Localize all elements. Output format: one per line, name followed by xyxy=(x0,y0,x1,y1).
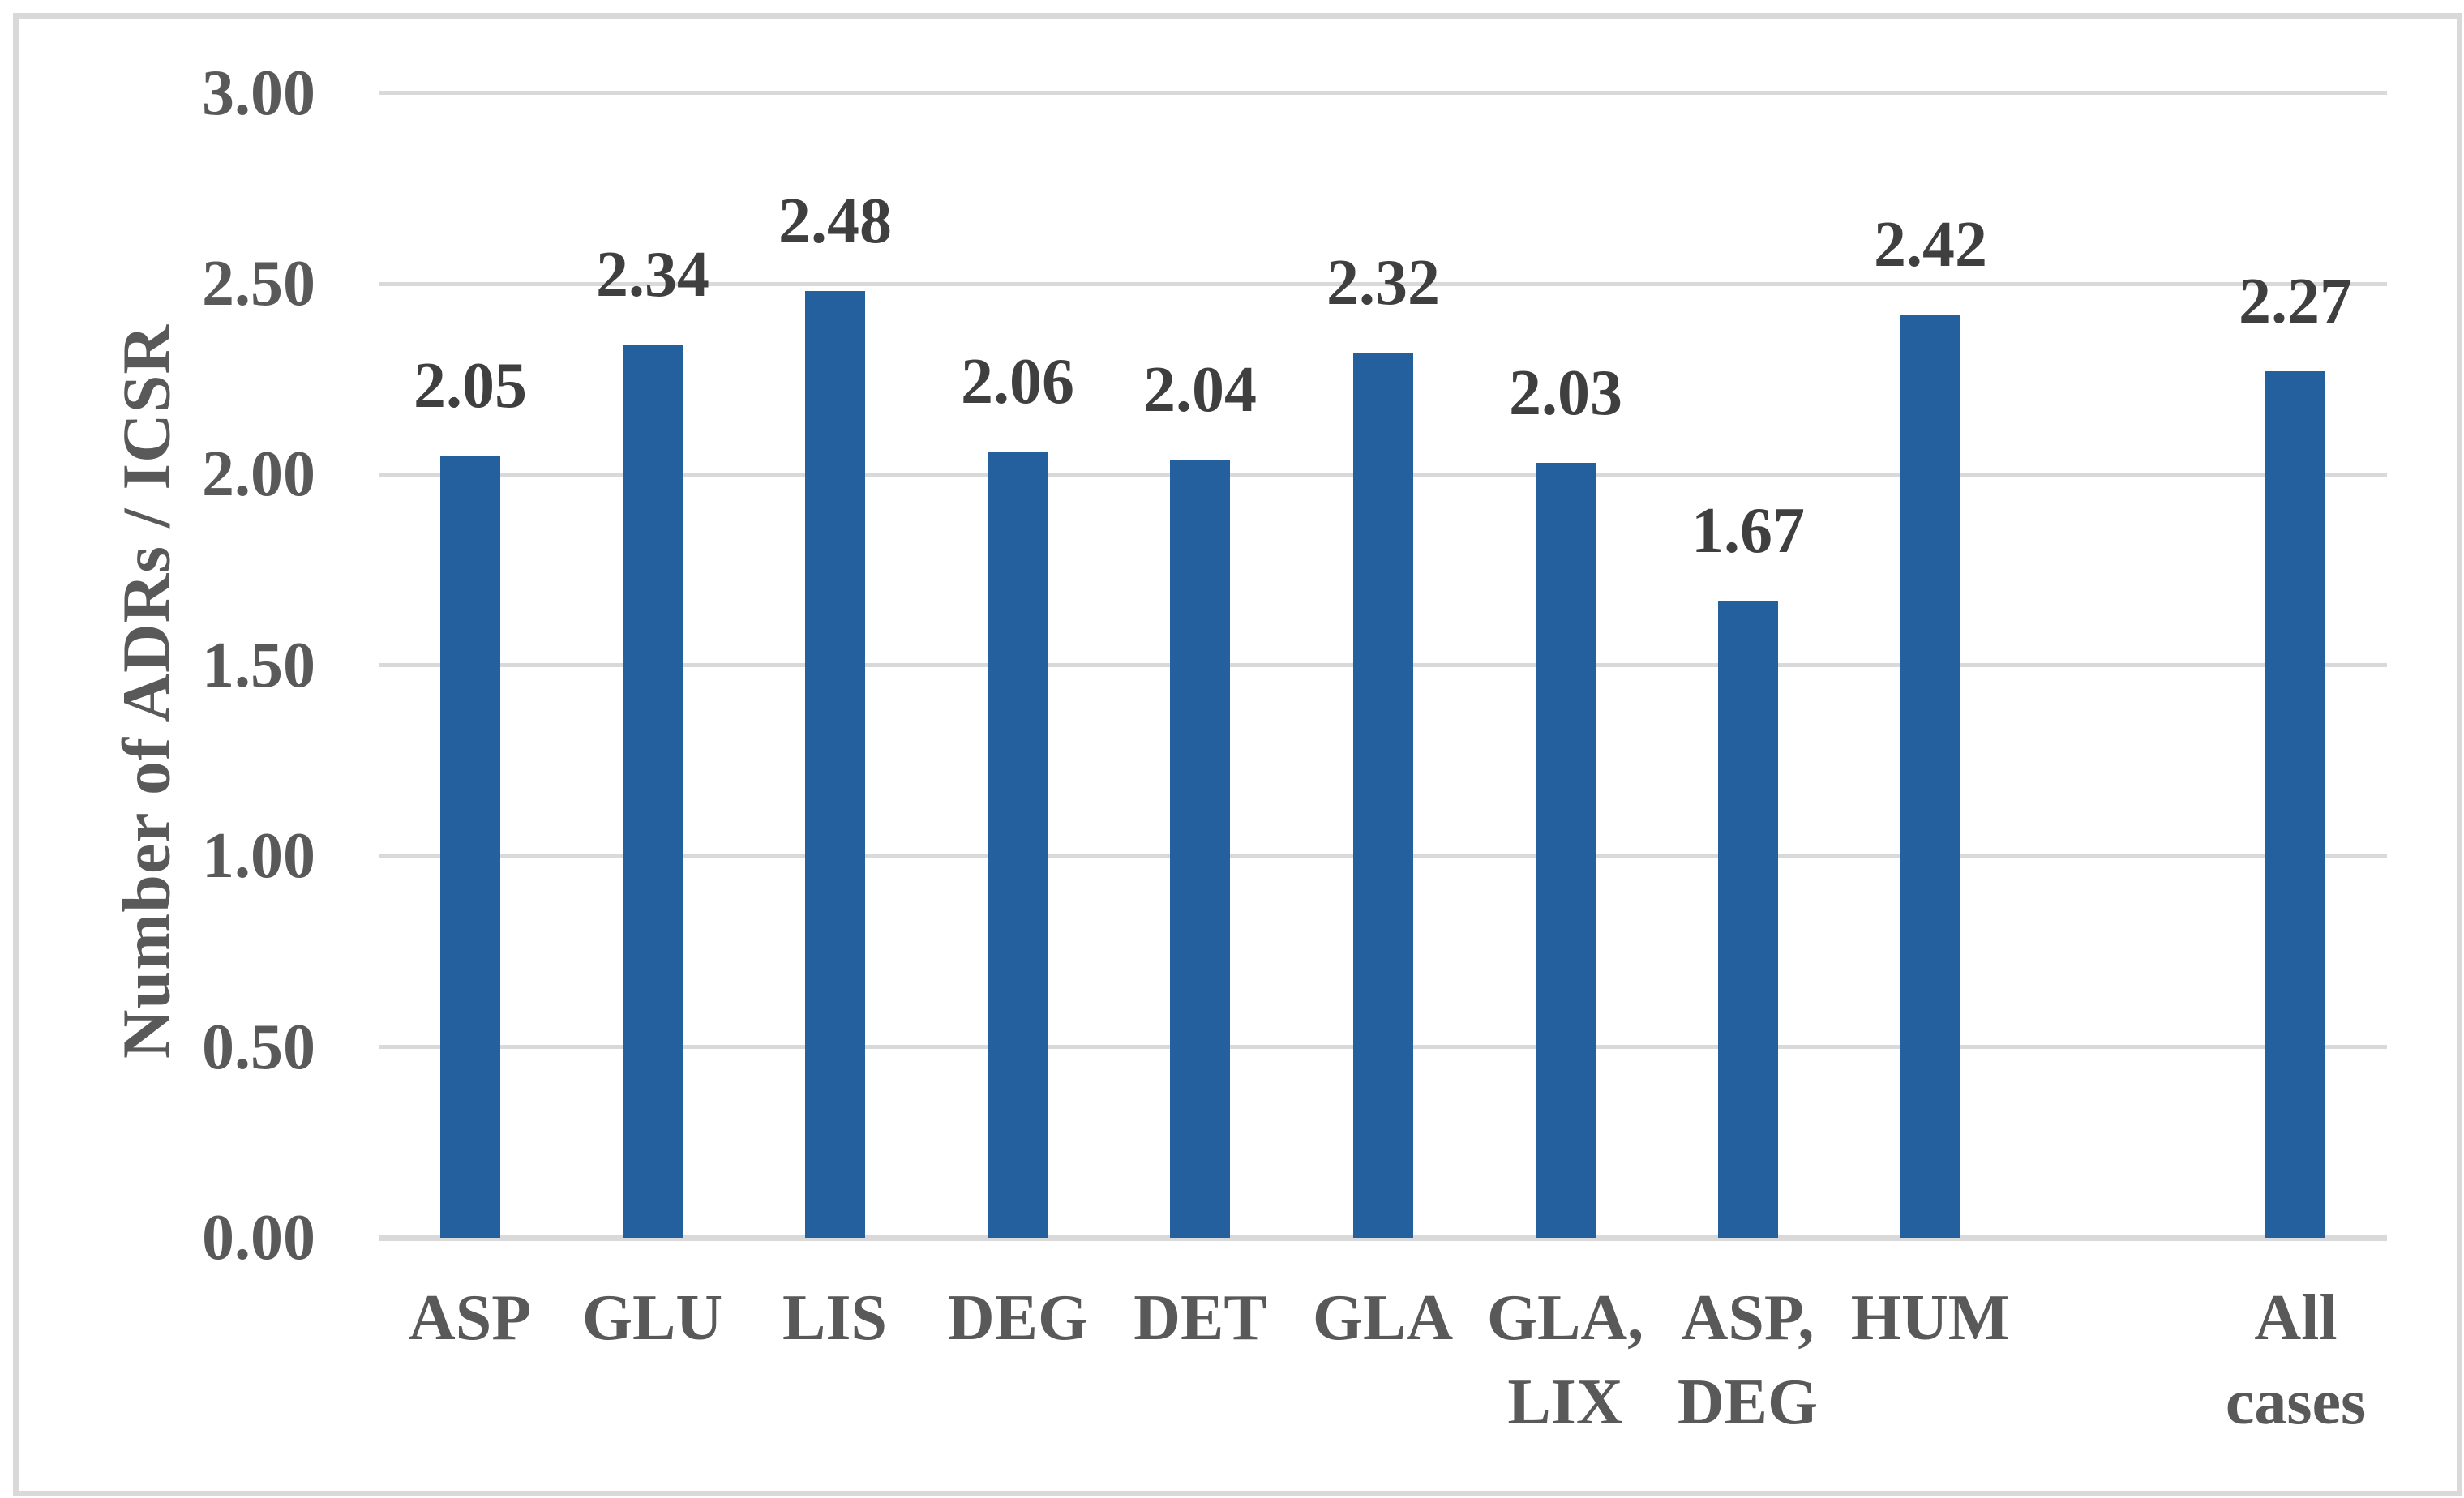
x-axis-category-label: All cases xyxy=(2225,1282,2367,1438)
bar xyxy=(1900,315,1960,1238)
x-axis-category-label: ASP, DEG xyxy=(1677,1282,1819,1438)
bar xyxy=(805,291,865,1238)
bar-data-label: 2.27 xyxy=(2239,266,2352,337)
x-axis-category-label: LIS xyxy=(782,1282,887,1354)
x-axis-category-label: GLA xyxy=(1312,1282,1454,1354)
bar-data-label: 2.03 xyxy=(1509,357,1622,429)
y-axis-tick-label: 2.50 xyxy=(202,248,315,319)
bar xyxy=(1536,463,1596,1238)
y-axis-tick-label: 0.00 xyxy=(202,1202,315,1273)
bar xyxy=(1718,601,1778,1238)
bar-data-label: 2.42 xyxy=(1874,209,1987,280)
bar xyxy=(2265,371,2325,1238)
x-axis-category-label: DEG xyxy=(947,1282,1089,1354)
bar-data-label: 1.67 xyxy=(1691,495,1805,567)
bar-data-label: 2.04 xyxy=(1143,354,1257,426)
bar xyxy=(1353,353,1413,1238)
bar-data-label: 2.48 xyxy=(778,186,892,257)
bar xyxy=(988,452,1048,1238)
bar-data-label: 2.32 xyxy=(1326,247,1440,319)
x-axis-category-label: HUM xyxy=(1850,1282,2010,1354)
bar xyxy=(1170,460,1230,1238)
bar-data-label: 2.34 xyxy=(596,239,709,310)
plot-area: Number of ADRs / ICSR 0.00 0.50 1.00 1.50 2.… xyxy=(19,19,2445,1479)
y-axis-tick-label: 1.00 xyxy=(202,820,315,892)
x-axis-category-label: GLA, LIX xyxy=(1486,1282,1644,1438)
y-axis-tick-label: 0.50 xyxy=(202,1012,315,1083)
bar-data-label: 2.06 xyxy=(961,346,1074,417)
bar-data-label: 2.05 xyxy=(414,350,527,422)
y-axis-tick-label: 1.50 xyxy=(202,630,315,701)
x-axis-category-label: ASP xyxy=(408,1282,532,1354)
major-gridline xyxy=(379,91,2387,95)
major-gridline xyxy=(379,282,2387,286)
x-axis-category-label: DET xyxy=(1133,1282,1267,1354)
y-axis-tick-label: 3.00 xyxy=(202,58,315,129)
bar xyxy=(623,345,683,1238)
figure-border: Number of ADRs / ICSR 0.00 0.50 1.00 1.50 2.… xyxy=(13,13,2462,1496)
y-axis-tick-label: 2.00 xyxy=(202,439,315,510)
x-axis-category-label: GLU xyxy=(581,1282,723,1354)
bar xyxy=(440,456,500,1238)
x-axis-baseline xyxy=(379,1235,2387,1241)
